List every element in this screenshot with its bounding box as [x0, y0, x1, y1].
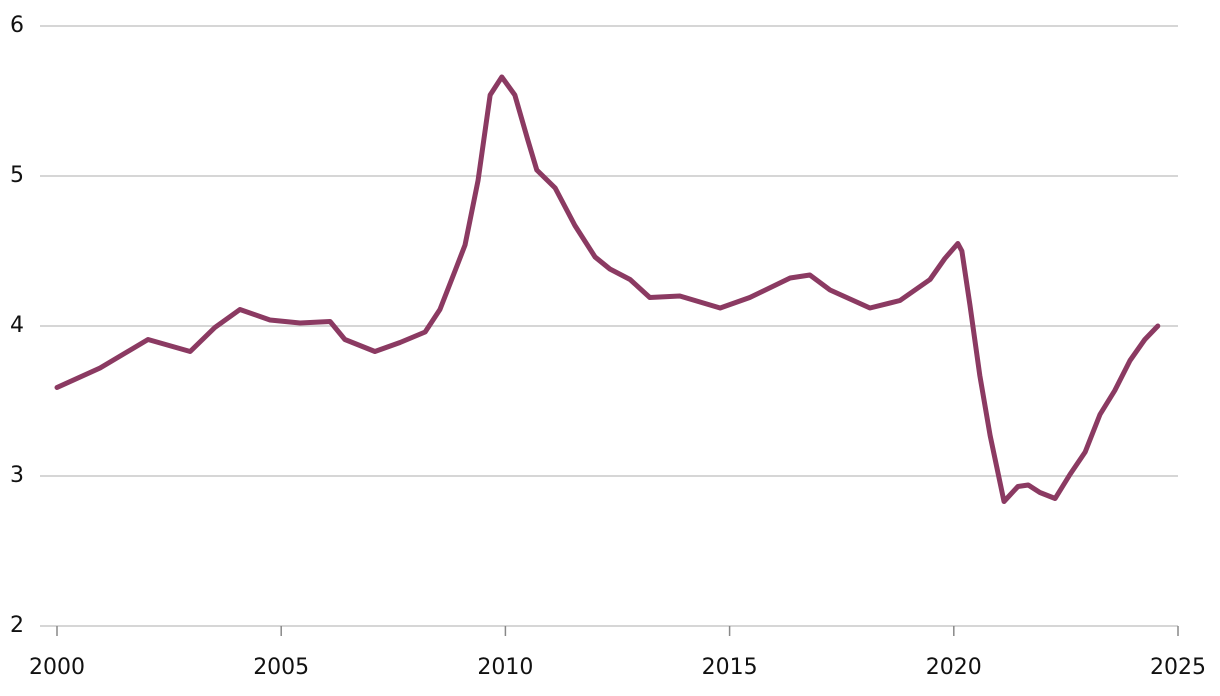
- x-tick-label: 2005: [253, 655, 309, 680]
- x-tick-label: 2000: [29, 655, 85, 680]
- y-tick-label: 2: [10, 613, 24, 638]
- y-tick-label: 3: [10, 463, 24, 488]
- x-tick-label: 2020: [926, 655, 982, 680]
- x-tick-label: 2015: [702, 655, 758, 680]
- y-tick-label: 6: [10, 13, 24, 38]
- x-tick-label: 2025: [1150, 655, 1206, 680]
- x-tick-label: 2010: [477, 655, 533, 680]
- data-line: [54, 74, 1161, 504]
- y-tick-label: 5: [10, 163, 24, 188]
- y-tick-label: 4: [10, 313, 24, 338]
